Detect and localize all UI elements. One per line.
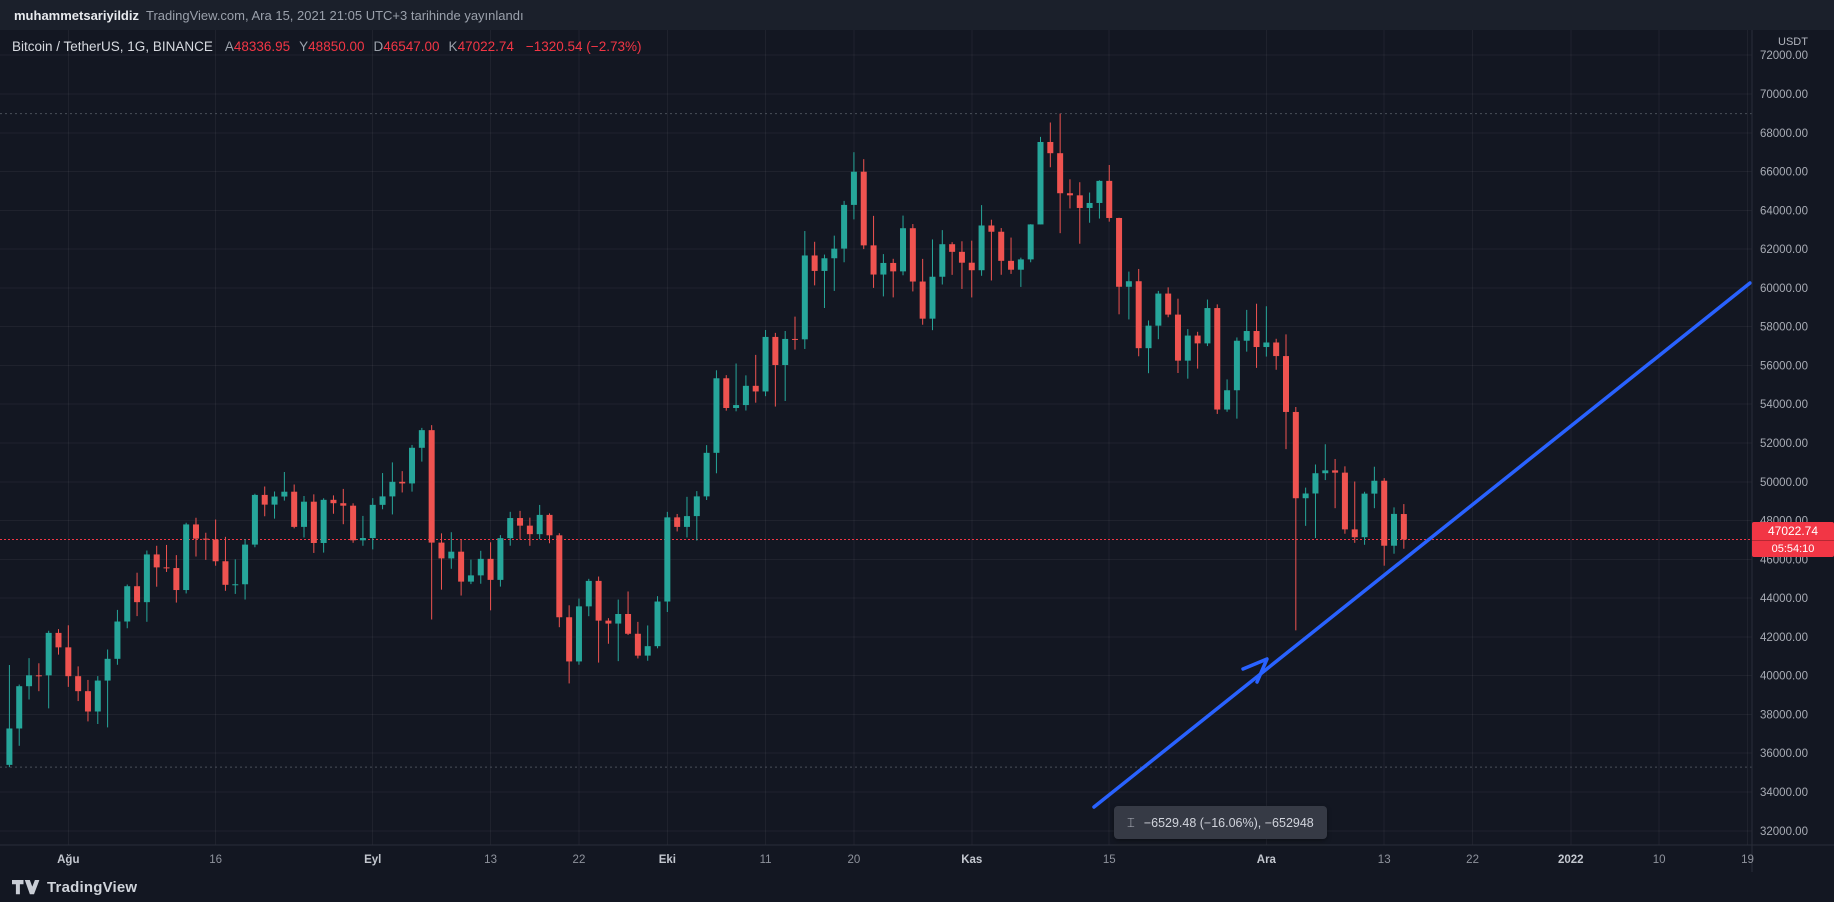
footer-bar: TradingView — [0, 872, 1834, 902]
open-label: A — [224, 39, 234, 54]
svg-text:42000.00: 42000.00 — [1760, 632, 1808, 644]
price-axis[interactable]: 72000.00 70000.00 68000.00 66000.00 64000.00… — [1760, 50, 1808, 838]
svg-text:60000.00: 60000.00 — [1760, 283, 1808, 295]
svg-text:70000.00: 70000.00 — [1760, 89, 1808, 101]
svg-text:36000.00: 36000.00 — [1760, 748, 1808, 760]
svg-text:Kas: Kas — [961, 854, 982, 866]
svg-text:40000.00: 40000.00 — [1760, 671, 1808, 683]
svg-text:64000.00: 64000.00 — [1760, 205, 1808, 217]
svg-text:15: 15 — [1103, 854, 1116, 866]
svg-text:46000.00: 46000.00 — [1760, 554, 1808, 566]
ohlc-values: A48336.95 Y48850.00 D46547.00 K47022.74 — [225, 39, 514, 54]
close-label: K — [448, 39, 458, 54]
last-price-label: 47022.74 05:54:10 — [1752, 522, 1834, 557]
svg-text:Ara: Ara — [1257, 854, 1277, 866]
symbol-info-row: Bitcoin / TetherUS, 1G, BINANCE A48336.9… — [12, 39, 641, 54]
svg-text:72000.00: 72000.00 — [1760, 50, 1808, 62]
svg-text:22: 22 — [1466, 854, 1479, 866]
bar-countdown: 05:54:10 — [1752, 540, 1834, 557]
low-number: 46547.00 — [383, 39, 440, 54]
price-change: −1320.54 (−2.73%) — [525, 39, 642, 54]
axis-separators — [0, 30, 1834, 872]
measure-tooltip: ⌶ −6529.48 (−16.06%), −652948 — [1114, 806, 1327, 839]
close-number: 47022.74 — [457, 39, 514, 54]
svg-text:19: 19 — [1741, 854, 1754, 866]
svg-text:22: 22 — [573, 854, 586, 866]
svg-text:58000.00: 58000.00 — [1760, 322, 1808, 334]
svg-text:2022: 2022 — [1558, 854, 1584, 866]
svg-text:32000.00: 32000.00 — [1760, 826, 1808, 838]
open-value: A48336.95 — [225, 39, 290, 54]
tradingview-logo[interactable]: TradingView — [12, 879, 137, 896]
trendline-drawing[interactable] — [1092, 281, 1752, 809]
last-price-value: 47022.74 — [1767, 524, 1819, 538]
measure-text: −6529.48 (−16.06%), −652948 — [1143, 815, 1314, 830]
svg-text:38000.00: 38000.00 — [1760, 709, 1808, 721]
svg-text:62000.00: 62000.00 — [1760, 244, 1808, 256]
arrow-marker-drawing[interactable] — [1241, 657, 1269, 684]
svg-text:66000.00: 66000.00 — [1760, 167, 1808, 179]
price-scale-currency[interactable]: USDT — [1778, 36, 1808, 48]
price-chart-canvas[interactable]: 72000.00 70000.00 68000.00 66000.00 64000.00… — [0, 30, 1834, 902]
svg-text:56000.00: 56000.00 — [1760, 360, 1808, 372]
svg-text:52000.00: 52000.00 — [1760, 438, 1808, 450]
open-number: 48336.95 — [233, 39, 291, 54]
high-value: Y48850.00 — [299, 39, 364, 54]
low-value: D46547.00 — [373, 39, 439, 54]
svg-text:16: 16 — [209, 854, 222, 866]
tradingview-wordmark: TradingView — [47, 878, 138, 896]
symbol-title[interactable]: Bitcoin / TetherUS, 1G, BINANCE — [12, 39, 213, 54]
svg-text:34000.00: 34000.00 — [1760, 787, 1808, 799]
svg-text:Ağu: Ağu — [57, 854, 79, 866]
svg-text:13: 13 — [484, 854, 497, 866]
candlestick-series — [6, 113, 1407, 768]
low-label: D — [373, 39, 384, 54]
svg-text:11: 11 — [760, 854, 772, 866]
tradingview-mark-icon — [12, 879, 40, 894]
measure-icon: ⌶ — [1127, 814, 1135, 830]
range-high-low-lines — [0, 113, 1752, 768]
svg-text:13: 13 — [1378, 854, 1391, 866]
close-value: K47022.74 — [449, 39, 514, 54]
svg-text:44000.00: 44000.00 — [1760, 593, 1808, 605]
svg-text:68000.00: 68000.00 — [1760, 128, 1808, 140]
high-label: Y — [299, 39, 309, 54]
publisher-username[interactable]: muhammetsariyildiz — [14, 7, 139, 23]
grid-lines — [0, 30, 1752, 845]
svg-text:50000.00: 50000.00 — [1760, 477, 1808, 489]
svg-text:Eki: Eki — [659, 854, 676, 866]
time-axis[interactable]: Ağu 16 Eyl 13 22 Eki 11 20 Kas 15 Ara 13 22 2022 10 19 — [57, 854, 1754, 866]
chart-area: 72000.00 70000.00 68000.00 66000.00 64000.00… — [0, 30, 1834, 902]
publish-info: TradingView.com, Ara 15, 2021 21:05 UTC+… — [146, 7, 524, 23]
svg-text:54000.00: 54000.00 — [1760, 399, 1808, 411]
svg-text:Eyl: Eyl — [364, 854, 381, 866]
published-header: muhammetsariyildiz TradingView.com, Ara … — [0, 0, 1834, 30]
svg-text:10: 10 — [1653, 854, 1666, 866]
svg-text:20: 20 — [848, 854, 861, 866]
high-number: 48850.00 — [308, 39, 365, 54]
